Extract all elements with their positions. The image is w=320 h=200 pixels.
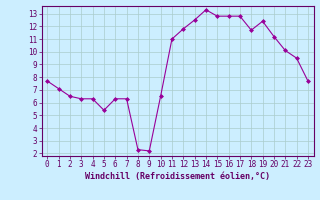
X-axis label: Windchill (Refroidissement éolien,°C): Windchill (Refroidissement éolien,°C) [85, 172, 270, 181]
